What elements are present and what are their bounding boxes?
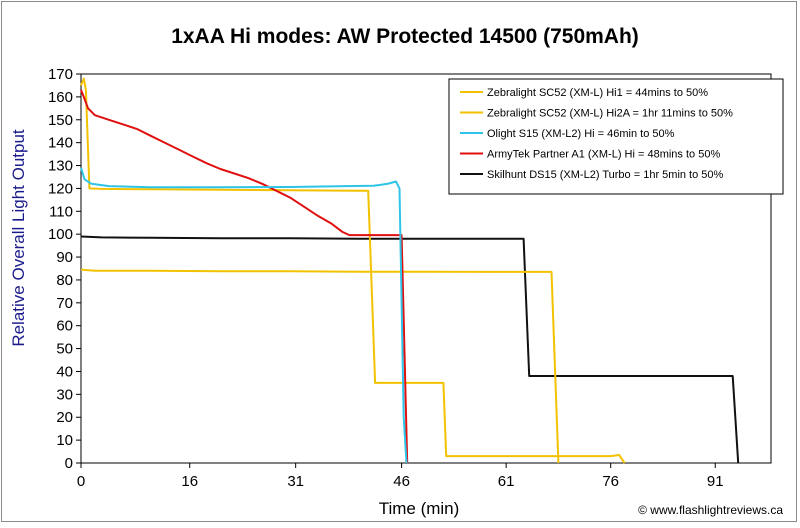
y-tick-label: 150 xyxy=(48,112,73,129)
y-tick-label: 50 xyxy=(56,341,73,358)
legend-box xyxy=(448,78,784,195)
y-tick-label: 160 xyxy=(48,89,73,106)
series-line-2 xyxy=(80,167,408,464)
y-tick-label: 30 xyxy=(56,386,73,403)
y-tick-label: 10 xyxy=(56,432,73,449)
series-line-0 xyxy=(80,77,626,464)
y-axis-label: Relative Overall Light Output xyxy=(9,129,28,347)
y-tick-label: 80 xyxy=(56,272,73,289)
legend-entry: ArmyTek Partner A1 (XM-L) Hi = 48mins to… xyxy=(487,149,720,161)
y-tick-label: 170 xyxy=(48,66,73,83)
x-tick-label: 61 xyxy=(498,473,515,490)
y-tick-label: 120 xyxy=(48,180,73,197)
x-tick-label: 16 xyxy=(181,473,198,490)
series-line-4 xyxy=(80,235,740,464)
legend-entry: Olight S15 (XM-L2) Hi = 46min to 50% xyxy=(487,128,675,140)
x-tick-label: 46 xyxy=(393,473,410,490)
y-tick-label: 130 xyxy=(48,158,73,175)
legend-entry: Zebralight SC52 (XM-L) Hi1 = 44mins to 5… xyxy=(487,87,708,99)
x-tick-label: 31 xyxy=(287,473,304,490)
y-tick-label: 0 xyxy=(65,455,73,472)
y-tick-label: 40 xyxy=(56,363,73,380)
series-line-1 xyxy=(80,268,560,464)
chart-title: 1xAA Hi modes: AW Protected 14500 (750mA… xyxy=(171,25,639,48)
y-tick-label: 90 xyxy=(56,249,73,266)
credit-text: © www.flashlightreviews.ca xyxy=(638,503,783,517)
y-tick-label: 110 xyxy=(49,203,73,220)
y-tick-label: 70 xyxy=(56,295,73,312)
x-tick-label: 76 xyxy=(602,473,619,490)
x-tick-label: 91 xyxy=(707,473,724,490)
series-lines xyxy=(80,77,740,464)
legend: Zebralight SC52 (XM-L) Hi1 = 44mins to 5… xyxy=(448,78,784,195)
y-tick-label: 140 xyxy=(48,135,73,152)
y-axis-ticks: 0 10 20 30 40 50 60 70 80 90 100 110 120 130 140 150 160… xyxy=(48,66,81,472)
y-tick-label: 100 xyxy=(48,226,73,243)
series-line-3 xyxy=(80,89,409,464)
legend-entry: Zebralight SC52 (XM-L) Hi2A = 1hr 11mins… xyxy=(487,108,733,120)
y-tick-label: 60 xyxy=(56,318,73,335)
x-axis-ticks: 0 16 31 46 61 76 91 xyxy=(77,463,724,490)
legend-entry: Skilhunt DS15 (XM-L2) Turbo = 1hr 5min t… xyxy=(487,169,724,181)
y-tick-label: 20 xyxy=(56,409,73,426)
x-axis-label: Time (min) xyxy=(379,499,460,518)
x-tick-label: 0 xyxy=(77,473,85,490)
